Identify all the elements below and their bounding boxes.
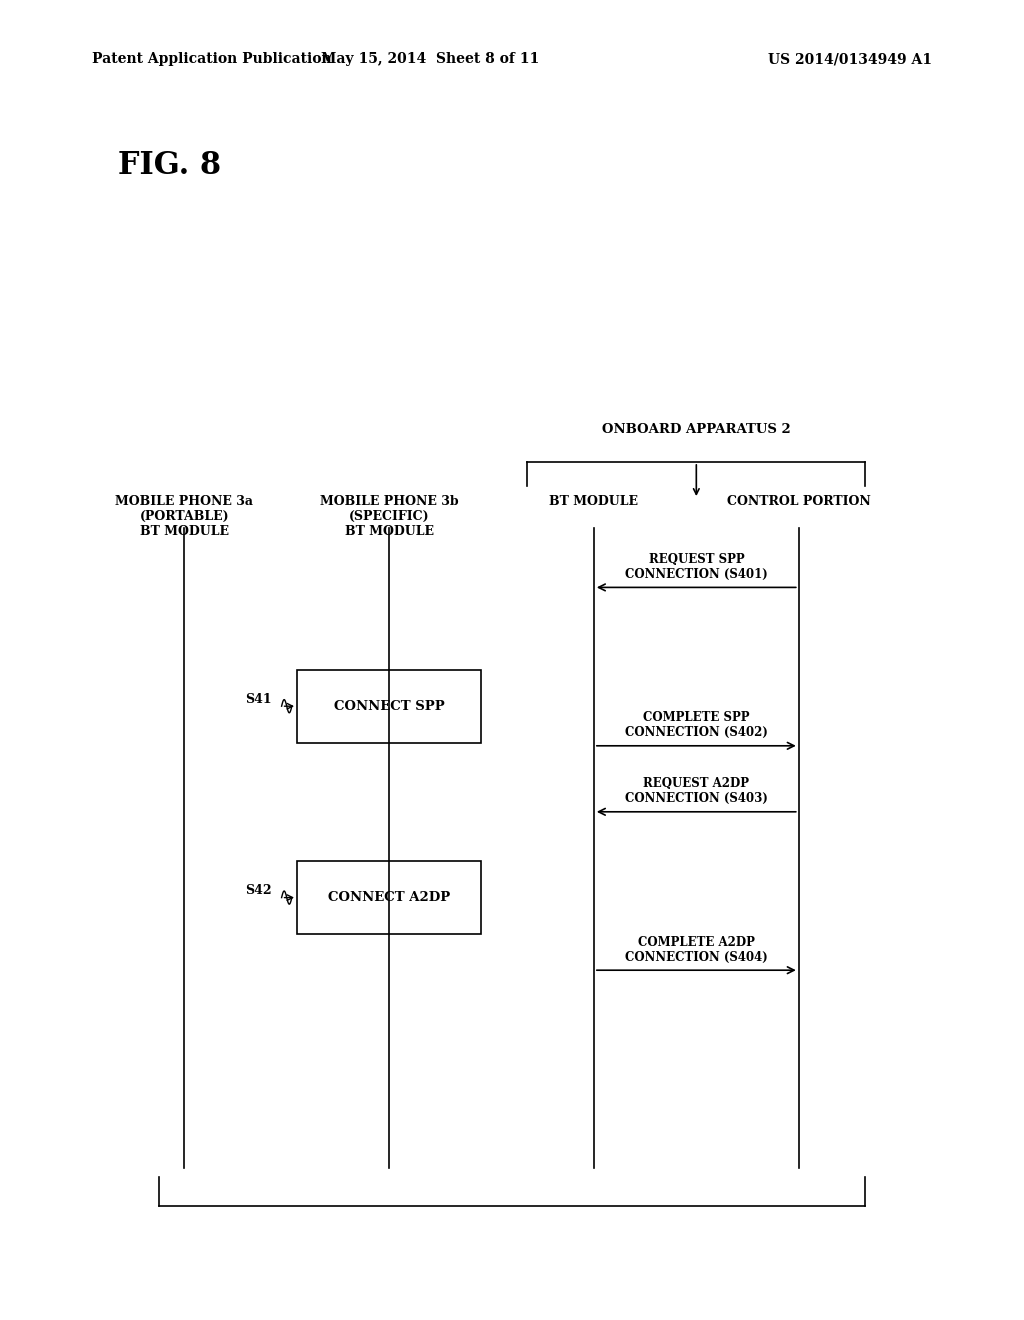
- Text: FIG. 8: FIG. 8: [118, 149, 221, 181]
- FancyBboxPatch shape: [297, 671, 481, 742]
- Text: REQUEST A2DP
CONNECTION (S403): REQUEST A2DP CONNECTION (S403): [625, 777, 768, 805]
- Text: Patent Application Publication: Patent Application Publication: [92, 53, 332, 66]
- Text: REQUEST SPP
CONNECTION (S401): REQUEST SPP CONNECTION (S401): [625, 553, 768, 581]
- Text: CONTROL PORTION: CONTROL PORTION: [727, 495, 870, 508]
- Text: May 15, 2014  Sheet 8 of 11: May 15, 2014 Sheet 8 of 11: [321, 53, 540, 66]
- Text: S42: S42: [245, 884, 271, 898]
- Text: ONBOARD APPARATUS 2: ONBOARD APPARATUS 2: [602, 422, 791, 436]
- Text: CONNECT SPP: CONNECT SPP: [334, 700, 444, 713]
- Text: COMPLETE SPP
CONNECTION (S402): COMPLETE SPP CONNECTION (S402): [625, 711, 768, 739]
- Text: S41: S41: [245, 693, 271, 706]
- Text: MOBILE PHONE 3a
(PORTABLE)
BT MODULE: MOBILE PHONE 3a (PORTABLE) BT MODULE: [116, 495, 253, 539]
- Text: US 2014/0134949 A1: US 2014/0134949 A1: [768, 53, 932, 66]
- Text: COMPLETE A2DP
CONNECTION (S404): COMPLETE A2DP CONNECTION (S404): [625, 936, 768, 964]
- FancyBboxPatch shape: [297, 862, 481, 935]
- Text: MOBILE PHONE 3b
(SPECIFIC)
BT MODULE: MOBILE PHONE 3b (SPECIFIC) BT MODULE: [319, 495, 459, 539]
- Text: BT MODULE: BT MODULE: [550, 495, 638, 508]
- Text: CONNECT A2DP: CONNECT A2DP: [328, 891, 451, 904]
